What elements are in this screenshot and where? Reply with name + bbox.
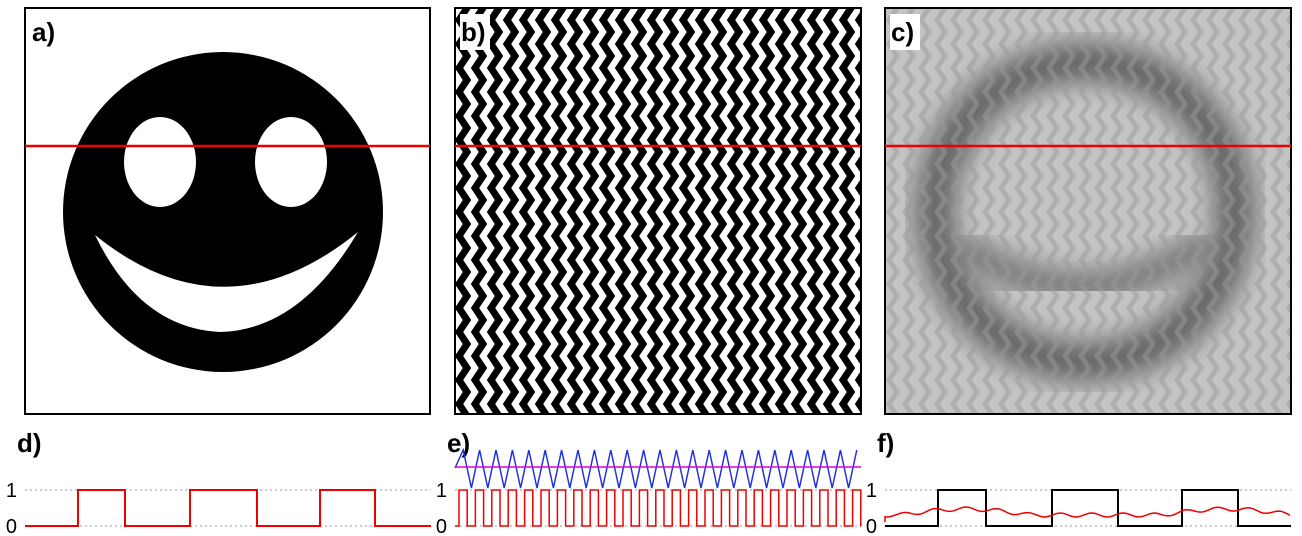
y-tick-label: 0 [6, 516, 17, 536]
panel-label: a) [32, 17, 55, 47]
figure: a) b) c) d)01e)01f)01 [0, 0, 1302, 536]
profile [885, 507, 1290, 522]
profile [885, 490, 1291, 526]
panel-c [885, 8, 1291, 414]
y-tick-label: 1 [866, 480, 877, 502]
profile [455, 490, 861, 526]
y-tick-label: 0 [436, 516, 447, 536]
y-tick-label: 1 [6, 480, 17, 502]
y-tick-label: 0 [866, 516, 877, 536]
y-tick-label: 1 [436, 480, 447, 502]
panel-label: c) [891, 17, 914, 47]
profile [25, 490, 431, 526]
plot-label: f) [877, 428, 894, 458]
panel-a [25, 8, 430, 414]
profile [455, 450, 857, 488]
plot-label: d) [17, 428, 42, 458]
plot-label: e) [447, 428, 470, 458]
panel-b [455, 8, 861, 414]
panel-label: b) [461, 17, 486, 47]
